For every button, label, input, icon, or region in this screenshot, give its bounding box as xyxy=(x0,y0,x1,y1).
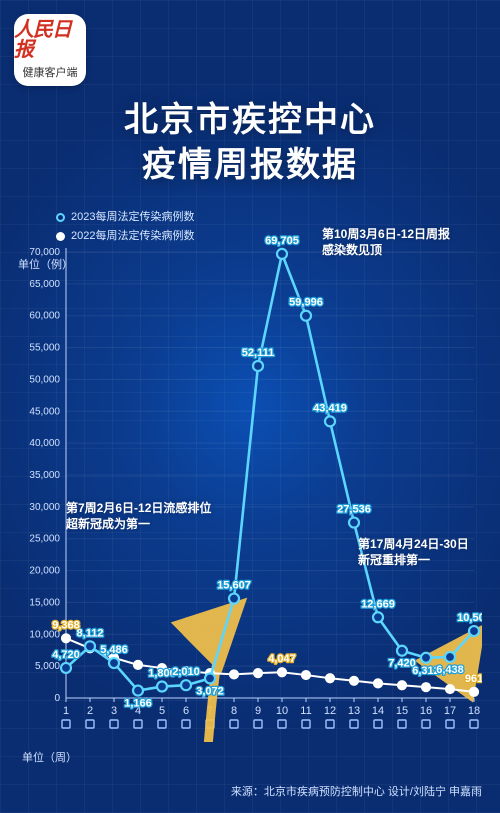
credits: 来源：北京市疾病预防控制中心 设计/刘陆宁 申嘉雨 xyxy=(231,783,482,799)
svg-text:0: 0 xyxy=(54,693,60,704)
publisher-logo: 人民日报 健康客户端 xyxy=(14,14,86,86)
svg-text:11: 11 xyxy=(300,705,311,717)
title-line-1: 北京市疾控中心 xyxy=(0,98,500,143)
legend-label-2022: 2022每周法定传染病例数 xyxy=(71,227,194,246)
svg-text:8: 8 xyxy=(231,705,237,717)
svg-text:10: 10 xyxy=(276,705,288,717)
svg-text:961: 961 xyxy=(465,673,482,685)
logo-main-text: 人民日报 xyxy=(14,20,86,60)
svg-text:9,368: 9,368 xyxy=(52,619,80,631)
legend-item-2022: 2022每周法定传染病例数 xyxy=(56,227,194,246)
x-axis-unit: 单位（周） xyxy=(22,749,77,765)
svg-text:14: 14 xyxy=(372,705,384,717)
svg-text:16: 16 xyxy=(420,705,432,717)
legend-marker-2022 xyxy=(56,232,65,241)
legend-label-2023: 2023每周法定传染病例数 xyxy=(71,208,194,227)
legend: 2023每周法定传染病例数 2022每周法定传染病例数 xyxy=(56,208,194,245)
svg-text:65,000: 65,000 xyxy=(29,279,60,290)
svg-text:5,486: 5,486 xyxy=(100,644,128,656)
svg-text:12,669: 12,669 xyxy=(361,598,395,610)
svg-text:20,000: 20,000 xyxy=(29,566,60,577)
chart-svg: 05,00010,00015,00020,00025,00030,00035,0… xyxy=(22,208,482,742)
chart-container: 2023每周法定传染病例数 2022每周法定传染病例数 单位（例） 单位（周） … xyxy=(22,208,482,765)
svg-text:15: 15 xyxy=(396,705,408,717)
svg-text:55,000: 55,000 xyxy=(29,343,60,354)
svg-text:59,996: 59,996 xyxy=(289,297,323,309)
legend-marker-2023 xyxy=(56,213,65,222)
svg-text:52,111: 52,111 xyxy=(242,347,274,359)
svg-text:45,000: 45,000 xyxy=(29,406,60,417)
svg-text:8,112: 8,112 xyxy=(77,627,104,639)
svg-text:25,000: 25,000 xyxy=(29,534,60,545)
title-line-2: 疫情周报数据 xyxy=(0,143,500,188)
svg-text:69,705: 69,705 xyxy=(265,235,299,247)
svg-text:4,047: 4,047 xyxy=(268,653,296,665)
svg-text:13: 13 xyxy=(348,705,360,717)
svg-text:17: 17 xyxy=(444,705,456,717)
svg-text:6: 6 xyxy=(183,705,189,717)
svg-text:35,000: 35,000 xyxy=(29,470,60,481)
svg-text:15,607: 15,607 xyxy=(217,580,251,592)
svg-text:60,000: 60,000 xyxy=(29,311,60,322)
svg-text:1,166: 1,166 xyxy=(124,698,152,710)
svg-text:9: 9 xyxy=(255,705,261,717)
legend-item-2023: 2023每周法定传染病例数 xyxy=(56,208,194,227)
svg-text:3: 3 xyxy=(111,705,117,717)
svg-text:2: 2 xyxy=(87,705,93,717)
svg-text:12: 12 xyxy=(324,705,336,717)
main-title: 北京市疾控中心 疫情周报数据 xyxy=(0,98,500,188)
svg-text:10,508: 10,508 xyxy=(457,612,482,624)
svg-text:2,010: 2,010 xyxy=(172,666,200,678)
annotation-week10: 第10周3月6日-12日周报感染数见顶 xyxy=(322,226,450,258)
svg-text:3,072: 3,072 xyxy=(196,685,224,697)
svg-text:50,000: 50,000 xyxy=(29,374,60,385)
svg-text:15,000: 15,000 xyxy=(29,597,60,608)
svg-text:4,720: 4,720 xyxy=(52,649,80,661)
svg-text:30,000: 30,000 xyxy=(29,502,60,513)
svg-text:1: 1 xyxy=(63,705,69,717)
logo-sub-text: 健康客户端 xyxy=(23,64,78,80)
annotation-week17: 第17周4月24日-30日新冠重排第一 xyxy=(358,536,469,568)
svg-text:27,536: 27,536 xyxy=(337,504,371,516)
svg-text:5: 5 xyxy=(159,705,165,717)
svg-text:6,438: 6,438 xyxy=(436,664,464,676)
svg-text:43,419: 43,419 xyxy=(313,402,347,414)
annotation-week7: 第7周2月6日-12日流感排位超新冠成为第一 xyxy=(66,500,211,532)
svg-text:40,000: 40,000 xyxy=(29,438,60,449)
svg-text:5,000: 5,000 xyxy=(35,661,60,672)
svg-text:18: 18 xyxy=(468,705,480,717)
y-axis-unit: 单位（例） xyxy=(18,256,73,272)
